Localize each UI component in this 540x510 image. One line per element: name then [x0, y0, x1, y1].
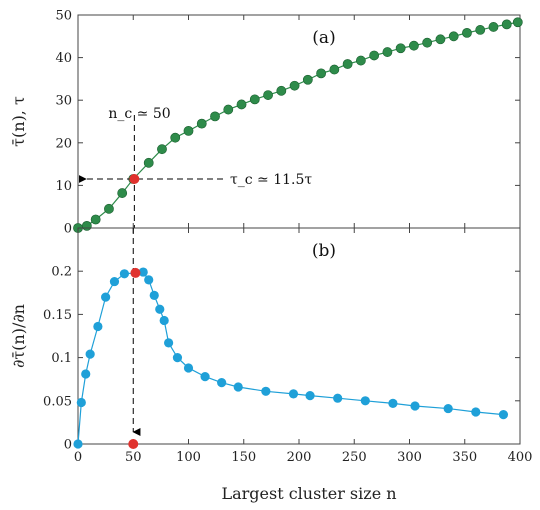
data-point [85, 349, 95, 359]
x-tick-label: 100 [176, 450, 201, 465]
series-line [77, 21, 518, 229]
data-point [155, 304, 165, 314]
data-point [288, 389, 299, 399]
data-point [475, 25, 486, 35]
data-point [119, 269, 130, 279]
data-point [144, 275, 154, 285]
data-point [138, 267, 148, 277]
data-point [498, 410, 509, 420]
panel-label-a: (a) [312, 28, 335, 48]
data-point [183, 363, 194, 373]
x-tick-label: 0 [74, 450, 82, 465]
peak-point [130, 267, 141, 278]
data-point [305, 391, 315, 401]
data-point [210, 111, 220, 122]
x-tick-label: 200 [287, 450, 312, 465]
data-point [90, 214, 101, 225]
data-point [233, 382, 243, 392]
data-point [388, 398, 398, 408]
data-point [342, 59, 353, 69]
data-point [333, 393, 343, 403]
data-point [109, 276, 120, 287]
y-tick-label: 0.05 [43, 394, 72, 409]
panel-frame-b [77, 227, 521, 445]
y-tick-label: 20 [55, 136, 72, 151]
x-tick-label: 300 [397, 450, 422, 465]
data-point [200, 372, 210, 382]
y-tick-label: 30 [55, 94, 72, 109]
data-point [355, 55, 366, 66]
series-line [77, 271, 504, 445]
y-axis-label: τ̄(n), τ [9, 96, 28, 147]
x-axis-label: Largest cluster size n [221, 484, 396, 503]
panel-label-b: (b) [312, 241, 336, 261]
data-point [81, 220, 92, 231]
nc-axis-point [128, 439, 139, 449]
data-point [316, 68, 326, 79]
data-point [448, 31, 459, 42]
data-point [329, 64, 340, 75]
data-point [104, 203, 114, 214]
data-point [471, 407, 481, 417]
x-tick-label: 350 [452, 450, 477, 465]
x-tick-label: 50 [125, 450, 142, 465]
y-tick-label: 0 [64, 438, 72, 453]
annotation-tauc: τ_c ≃ 11.5τ [230, 172, 312, 188]
data-point [101, 292, 111, 302]
data-point [276, 85, 287, 96]
critical-point [129, 174, 140, 185]
data-point [223, 104, 234, 115]
data-point [462, 27, 472, 38]
y-tick-label: 50 [55, 9, 72, 24]
y-axis-label: ∂τ̄(n)/∂n [9, 304, 28, 368]
data-point [263, 90, 273, 100]
data-point [382, 47, 393, 57]
data-point [512, 17, 523, 28]
data-point [217, 378, 227, 388]
data-point [117, 188, 128, 198]
data-point [435, 34, 446, 45]
data-point [249, 94, 260, 105]
y-tick-label: 0.15 [43, 308, 72, 323]
data-point [369, 50, 380, 61]
y-tick-label: 0 [64, 222, 72, 237]
x-tick-label: 150 [231, 450, 256, 465]
data-point [149, 290, 159, 300]
y-tick-label: 40 [55, 51, 72, 66]
data-point [488, 22, 499, 32]
data-point [236, 99, 247, 110]
data-point [157, 144, 167, 155]
data-point [422, 37, 433, 48]
data-point [172, 353, 183, 363]
data-point [360, 396, 370, 406]
data-point [302, 74, 313, 85]
y-tick-label: 0.1 [51, 351, 72, 366]
data-point [164, 338, 174, 348]
x-tick-label: 400 [508, 450, 533, 465]
data-point [73, 439, 83, 449]
data-point [93, 321, 103, 332]
data-point [170, 132, 181, 143]
x-tick-label: 250 [342, 450, 367, 465]
data-point [289, 80, 300, 91]
data-point [261, 386, 271, 396]
data-point [196, 118, 207, 129]
annotation-nc: n_c ≃ 50 [108, 106, 170, 122]
data-point [501, 19, 512, 30]
data-point [395, 43, 406, 54]
data-point [409, 40, 419, 51]
data-point [76, 397, 86, 408]
data-point [81, 369, 91, 379]
data-point [183, 125, 194, 136]
data-point [159, 315, 169, 326]
y-tick-label: 0.2 [51, 265, 72, 280]
data-point [143, 157, 154, 168]
data-point [410, 401, 420, 411]
data-point [443, 403, 453, 414]
y-tick-label: 10 [55, 179, 72, 194]
